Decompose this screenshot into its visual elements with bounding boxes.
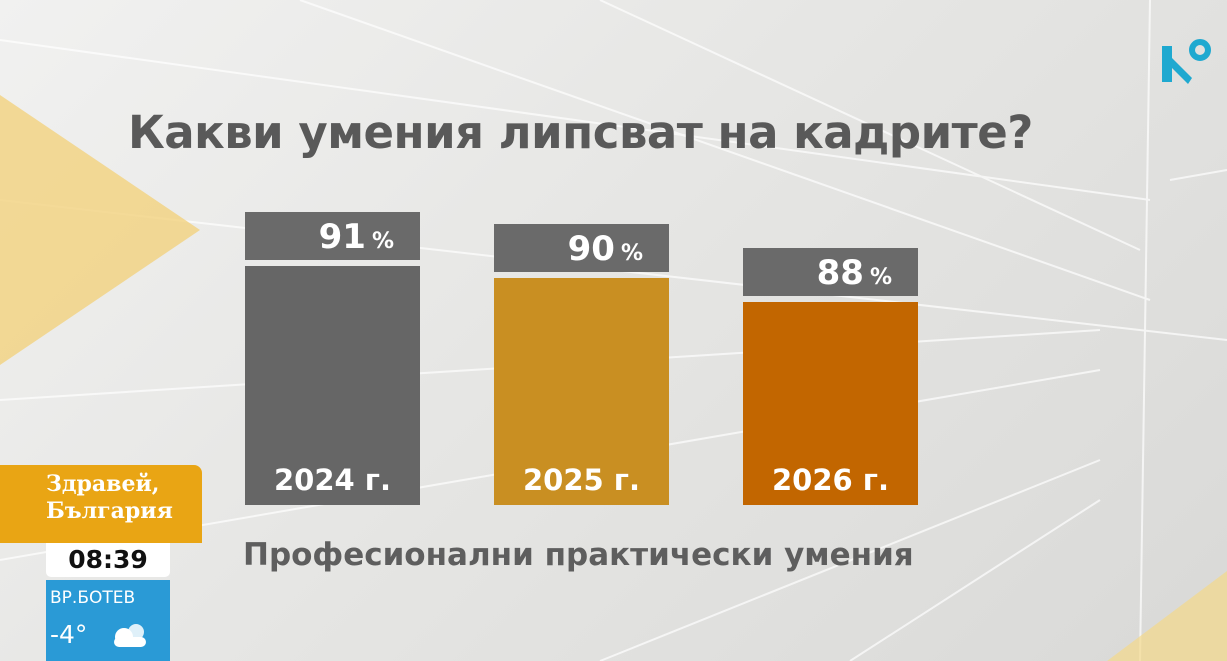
chart-title: Какви умения липсват на кадрите?: [128, 106, 1033, 159]
value-text: 91: [318, 217, 366, 257]
unit-text: %: [371, 229, 394, 254]
unit-text: %: [620, 241, 643, 266]
unit-text: %: [869, 265, 892, 290]
data-label: 91%: [245, 212, 420, 260]
weather-widget: ВР.БОТЕВ -4°: [46, 580, 170, 661]
chart-subtitle: Професионални практически умения: [243, 537, 914, 573]
bar-2025 г.: 2025 г.: [494, 278, 669, 505]
category-label: 2026 г.: [772, 463, 889, 497]
data-label: 90%: [494, 224, 669, 272]
category-label: 2024 г.: [274, 463, 391, 497]
bar-2024 г.: 2024 г.: [245, 266, 420, 505]
category-label: 2025 г.: [523, 463, 640, 497]
cloud-icon: [114, 624, 146, 647]
clock: 08:39: [46, 543, 170, 577]
decor-triangle: [1107, 571, 1227, 661]
temperature: -4°: [50, 620, 88, 649]
value-text: 90: [567, 229, 615, 269]
weather-location: ВР.БОТЕВ: [50, 588, 136, 608]
value-text: 88: [816, 253, 864, 293]
show-name: Здравей, България: [0, 465, 202, 543]
bar-2026 г.: 2026 г.: [743, 302, 918, 505]
data-label: 88%: [743, 248, 918, 296]
nova-logo: [1162, 39, 1211, 84]
decor-triangle: [0, 95, 200, 365]
